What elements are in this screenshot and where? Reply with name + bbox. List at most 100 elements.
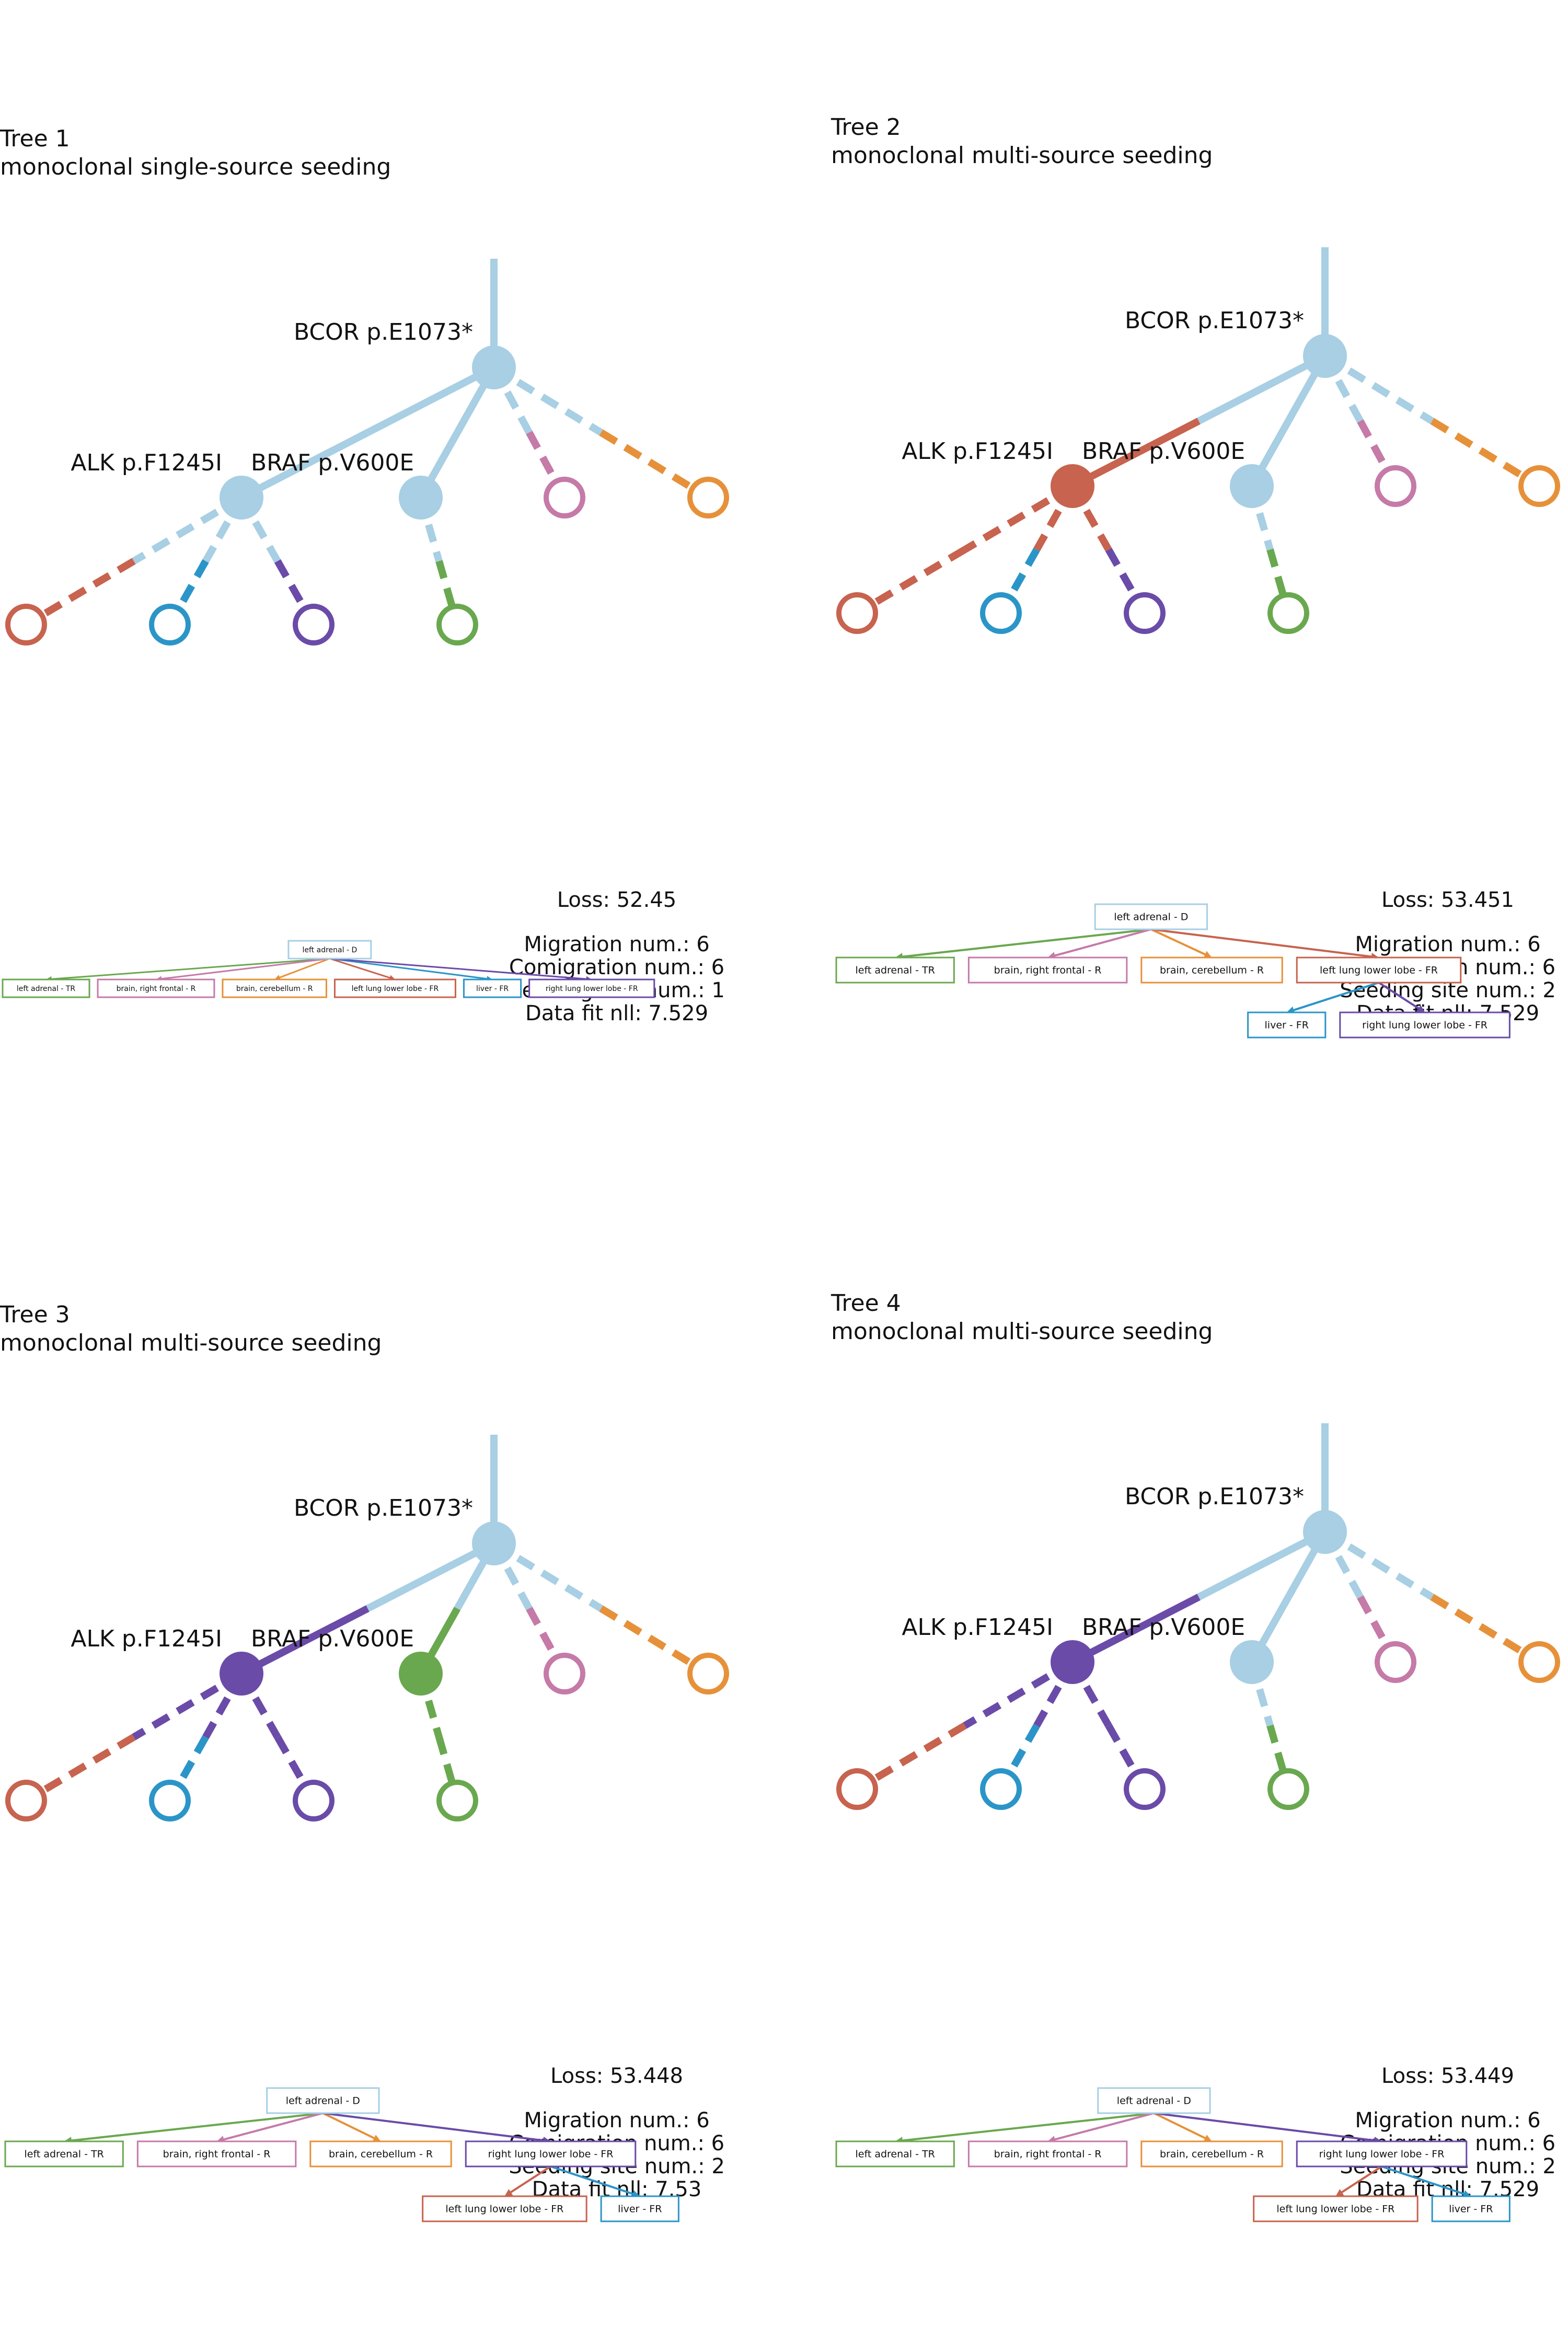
- tree-title: Tree 4: [831, 1290, 901, 1317]
- site-box: [333, 978, 456, 998]
- migration-count: Migration num.: 6: [524, 932, 709, 956]
- migration-arrow: [1052, 2112, 1155, 2141]
- site-box-label: brain, cerebellum - R: [1160, 965, 1264, 976]
- brain-cerebellum-migration-edge-start: [492, 364, 603, 436]
- site-box: [1296, 2140, 1468, 2167]
- migration-arrow: [1291, 982, 1379, 1012]
- brain-right-frontal-node: [544, 1653, 585, 1694]
- site-box-label: brain, cerebellum - R: [236, 985, 313, 993]
- site-box: [1296, 956, 1462, 984]
- migration-arrow: [1151, 928, 1374, 958]
- tree-title: Tree 3: [0, 1301, 70, 1328]
- brain-cerebellum-migration-edge-start: [492, 1540, 603, 1612]
- seeding-pattern-label: monoclonal multi-source seeding: [831, 142, 1213, 169]
- site-box-label: left adrenal - D: [303, 946, 358, 954]
- site-box: [1339, 1011, 1511, 1039]
- left-lung-lower-lobe-node: [5, 1780, 47, 1821]
- alk-mutation-label: ALK p.F1245I: [71, 449, 222, 476]
- left-lung-lower-lobe-node: [5, 604, 47, 645]
- data-fit-value: Data fit nll: 7.529: [525, 1001, 708, 1025]
- site-box-label: left adrenal - D: [1117, 2095, 1191, 2107]
- tree-title: Tree 1: [0, 125, 70, 152]
- right-lung-lower-lobe-node: [293, 604, 335, 645]
- site-box: [465, 2140, 637, 2167]
- bcor-node: [1303, 1510, 1347, 1554]
- alk-clone-edge-end: [239, 1605, 370, 1677]
- site-box: [1140, 2140, 1283, 2167]
- left-adrenal-node: [436, 1780, 478, 1821]
- migration-graph: left adrenal - D left adrenal - TR brain, …: [835, 2087, 1511, 2222]
- migration-graph: left adrenal - D left adrenal - TR brain, …: [2, 940, 655, 998]
- site-box: [463, 978, 522, 998]
- brain-right-frontal-node: [1375, 1641, 1416, 1683]
- brain-cerebellum-node: [687, 477, 729, 518]
- alk-node: [1051, 464, 1094, 508]
- site-box-label: left lung lower lobe - FR: [445, 2204, 563, 2215]
- site-box: [2, 978, 90, 998]
- loss-value: Loss: 53.451: [1381, 888, 1514, 912]
- left-adrenal-migration-edge-end: [435, 1736, 461, 1802]
- site-box: [967, 956, 1128, 984]
- left-adrenal-node: [1267, 592, 1309, 634]
- site-box: [97, 978, 215, 998]
- alk-node: [1051, 1640, 1094, 1684]
- site-box: [835, 2140, 955, 2167]
- migration-arrow: [1052, 928, 1151, 958]
- migration-graph: left adrenal - D left adrenal - TR brain, …: [4, 2087, 679, 2222]
- brain-cerebellum-node: [1518, 1641, 1560, 1683]
- site-box: [222, 978, 327, 998]
- site-box-root: [1097, 2087, 1211, 2114]
- site-box: [1247, 1011, 1327, 1039]
- site-box: [309, 2140, 452, 2167]
- migration-arrow: [900, 2112, 1155, 2142]
- seeding-pattern-label: monoclonal multi-source seeding: [0, 1330, 382, 1356]
- brain-cerebellum-migration-edge-end: [599, 429, 710, 501]
- site-box-label: liver - FR: [618, 2204, 662, 2215]
- left-adrenal-node: [436, 604, 478, 645]
- bcor-mutation-label: BCOR p.E1073*: [1125, 1483, 1304, 1510]
- seeding-pattern-label: monoclonal single-source seeding: [0, 154, 391, 180]
- arrow-head: [1416, 1005, 1425, 1012]
- migration-arrow: [1378, 982, 1422, 1011]
- migration-count: Migration num.: 6: [1355, 932, 1540, 956]
- left-lung-migration-edge-end: [24, 1734, 136, 1804]
- left-adrenal-migration-edge-end: [1266, 548, 1292, 614]
- migration-arrow: [1150, 928, 1208, 956]
- arrow-head: [1335, 2189, 1344, 2196]
- alk-clone-edge-start: [366, 364, 496, 436]
- left-lung-migration-edge-end: [855, 546, 967, 617]
- migration-arrow: [329, 958, 392, 979]
- site-box-label: brain, cerebellum - R: [1160, 2149, 1264, 2160]
- left-lung-migration-edge-start: [132, 1670, 244, 1740]
- brain-cerebellum-migration-edge-end: [1430, 418, 1541, 489]
- braf-node: [1230, 1640, 1274, 1684]
- right-lung-lower-lobe-node: [1124, 592, 1166, 634]
- seeding-pattern-label: monoclonal multi-source seeding: [831, 1318, 1213, 1345]
- brain-right-frontal-node: [1375, 465, 1416, 507]
- migration-arrow: [278, 958, 330, 979]
- site-box-label: brain, right frontal - R: [117, 985, 196, 993]
- site-box-label: right lung lower lobe - FR: [488, 2149, 614, 2160]
- left-lung-migration-edge-start: [963, 1658, 1075, 1729]
- braf-mutation-label: BRAF p.V600E: [1082, 438, 1245, 465]
- alk-node: [220, 1652, 263, 1696]
- migration-arrow: [50, 958, 330, 980]
- braf-mutation-label: BRAF p.V600E: [251, 449, 414, 476]
- braf-mutation-label: BRAF p.V600E: [1082, 1614, 1245, 1641]
- loss-value: Loss: 52.45: [557, 888, 676, 912]
- migration-graph: left adrenal - D left adrenal - TR brain, …: [835, 903, 1511, 1039]
- migration-count: Migration num.: 6: [524, 2108, 709, 2132]
- site-box-label: liver - FR: [1449, 2204, 1493, 2215]
- alk-clone-edge-end: [1070, 418, 1201, 490]
- bcor-node: [472, 345, 516, 389]
- alk-clone-edge-start: [366, 1540, 496, 1612]
- site-box-label: left lung lower lobe - FR: [1276, 2204, 1394, 2215]
- liver-node: [149, 1780, 191, 1821]
- liver-node: [980, 592, 1022, 634]
- right-lung-lower-lobe-node: [1124, 1768, 1166, 1810]
- migration-arrow: [329, 958, 489, 980]
- bcor-mutation-label: BCOR p.E1073*: [1125, 307, 1304, 334]
